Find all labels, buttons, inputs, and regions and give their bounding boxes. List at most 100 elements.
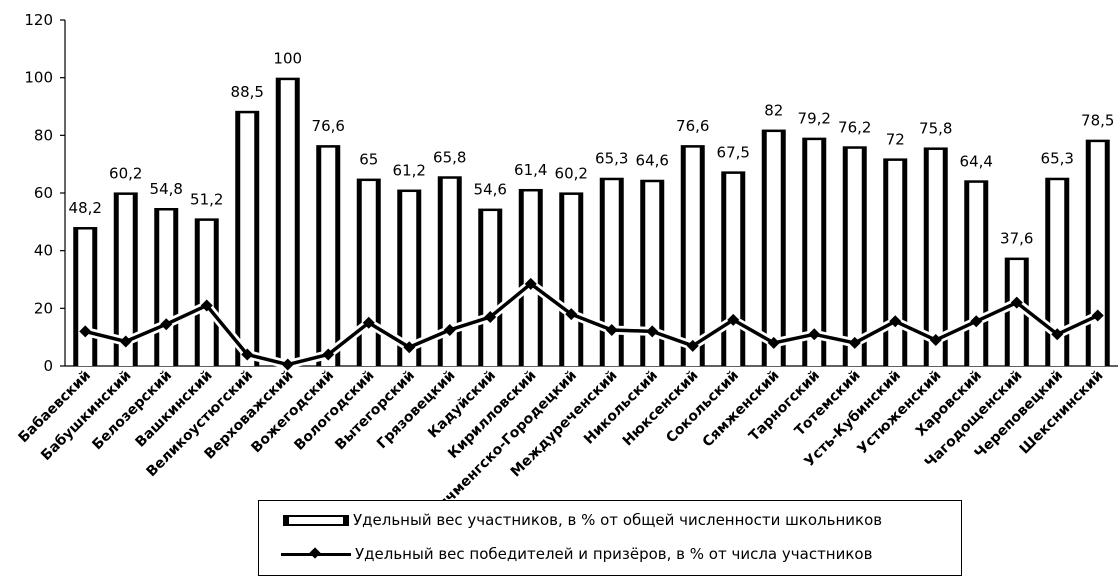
category-label: Тарногский bbox=[746, 368, 823, 445]
data-label: 67,5 bbox=[717, 143, 750, 161]
data-label: 65,3 bbox=[595, 150, 628, 168]
bar-fill bbox=[969, 182, 984, 366]
data-label: 65,8 bbox=[433, 148, 466, 166]
legend-line-swatch bbox=[281, 547, 351, 561]
data-label: 79,2 bbox=[798, 110, 831, 128]
data-labels: 48,2 60,2 54,8 51,2 88,5 100 76,6 65 61,2 65,8 54,… bbox=[69, 50, 1115, 248]
data-label: 82 bbox=[764, 102, 783, 120]
legend-item-bars: Удельный вес участников, в % от общей чи… bbox=[283, 505, 882, 535]
line-marker bbox=[1010, 296, 1023, 309]
line-marker bbox=[848, 336, 861, 349]
data-label: 64,6 bbox=[636, 152, 669, 170]
bar-fill bbox=[118, 194, 133, 366]
line-marker bbox=[565, 308, 578, 321]
bar-fill bbox=[240, 113, 255, 366]
line-marker bbox=[727, 313, 740, 326]
line-marker bbox=[1051, 328, 1064, 341]
bar-fill bbox=[1090, 142, 1105, 366]
y-tick-label: 20 bbox=[34, 299, 53, 317]
data-label: 61,2 bbox=[393, 162, 426, 180]
bar-fill bbox=[564, 194, 579, 366]
y-tick-label: 0 bbox=[43, 357, 53, 375]
data-label: 75,8 bbox=[919, 119, 952, 137]
line-path bbox=[84, 282, 1099, 367]
bar-fill bbox=[685, 147, 700, 366]
legend-line-label: Удельный вес победителей и призёров, в %… bbox=[355, 545, 873, 563]
bar-fill bbox=[928, 149, 943, 366]
line-marker bbox=[484, 310, 497, 323]
line-marker bbox=[970, 315, 983, 328]
data-label: 76,6 bbox=[676, 117, 709, 135]
bar-fill bbox=[159, 210, 174, 366]
line-marker bbox=[160, 318, 173, 331]
line-marker bbox=[79, 325, 92, 338]
data-label: 76,2 bbox=[838, 118, 871, 136]
line-marker bbox=[767, 336, 780, 349]
data-label: 37,6 bbox=[1000, 230, 1033, 248]
bar-fill bbox=[807, 140, 822, 366]
bar-fill bbox=[483, 211, 498, 366]
data-label: 61,4 bbox=[514, 161, 547, 179]
data-label: 48,2 bbox=[69, 199, 102, 217]
line-marker bbox=[281, 358, 294, 371]
data-label: 100 bbox=[273, 50, 302, 68]
bar-fill bbox=[402, 192, 417, 366]
data-label: 88,5 bbox=[231, 83, 264, 101]
line-marker bbox=[889, 315, 902, 328]
bar-fill bbox=[321, 147, 336, 366]
bar-fill bbox=[604, 180, 619, 366]
line-marker bbox=[362, 316, 375, 329]
bar-fill bbox=[888, 160, 903, 366]
bar-fill bbox=[1009, 260, 1024, 366]
category-labels: БабаевскийБабушкинскийБелозерскийВашкинс… bbox=[16, 368, 1107, 500]
chart: 0 20 40 60 80 100 120 48,2 60,2 54,8 51,2 88,5 100 7… bbox=[16, 11, 1118, 500]
bar-fill bbox=[280, 80, 295, 367]
bar-fill bbox=[645, 182, 660, 366]
data-label: 64,4 bbox=[960, 152, 993, 170]
bars bbox=[73, 77, 1110, 367]
data-label: 65 bbox=[359, 151, 378, 169]
data-label: 60,2 bbox=[555, 164, 588, 182]
line-marker bbox=[200, 299, 213, 312]
line-marker bbox=[646, 325, 659, 338]
line-marker bbox=[808, 328, 821, 341]
data-label: 54,6 bbox=[474, 181, 507, 199]
bar-fill bbox=[726, 173, 741, 366]
y-tick-label: 80 bbox=[34, 126, 53, 144]
data-label: 60,2 bbox=[109, 164, 142, 182]
data-label: 65,3 bbox=[1041, 150, 1074, 168]
line-marker bbox=[403, 341, 416, 354]
y-tick-label: 60 bbox=[34, 184, 53, 202]
y-tick-label: 120 bbox=[24, 11, 53, 29]
legend: Удельный вес участников, в % от общей чи… bbox=[258, 500, 962, 576]
bar-fill bbox=[199, 220, 214, 366]
data-label: 72 bbox=[886, 130, 905, 148]
bar-fill bbox=[766, 132, 781, 366]
y-tick-label: 40 bbox=[34, 242, 53, 260]
bar-fill bbox=[78, 229, 93, 366]
line-marker bbox=[443, 323, 456, 336]
line-marker bbox=[322, 348, 335, 361]
line-marker bbox=[605, 323, 618, 336]
data-label: 78,5 bbox=[1081, 112, 1114, 130]
line-series bbox=[79, 277, 1104, 371]
line-marker bbox=[119, 335, 132, 348]
bar-fill bbox=[1050, 180, 1065, 366]
y-tick-label: 100 bbox=[24, 69, 53, 87]
line-marker bbox=[241, 348, 254, 361]
category-label: Сокольский bbox=[663, 368, 742, 447]
bar-fill bbox=[847, 148, 862, 366]
line-marker bbox=[524, 277, 537, 290]
legend-item-line: Удельный вес победителей и призёров, в %… bbox=[281, 539, 872, 569]
data-label: 51,2 bbox=[190, 190, 223, 208]
line-marker bbox=[929, 334, 942, 347]
data-label: 54,8 bbox=[150, 180, 183, 198]
category-label: Бабаевский bbox=[16, 368, 95, 447]
bar-fill bbox=[361, 181, 376, 366]
legend-bar-swatch bbox=[283, 514, 349, 526]
line-marker bbox=[686, 339, 699, 352]
data-label: 76,6 bbox=[312, 117, 345, 135]
line-marker bbox=[1091, 309, 1104, 322]
bar-fill bbox=[442, 178, 457, 366]
legend-bar-label: Удельный вес участников, в % от общей чи… bbox=[353, 511, 883, 529]
